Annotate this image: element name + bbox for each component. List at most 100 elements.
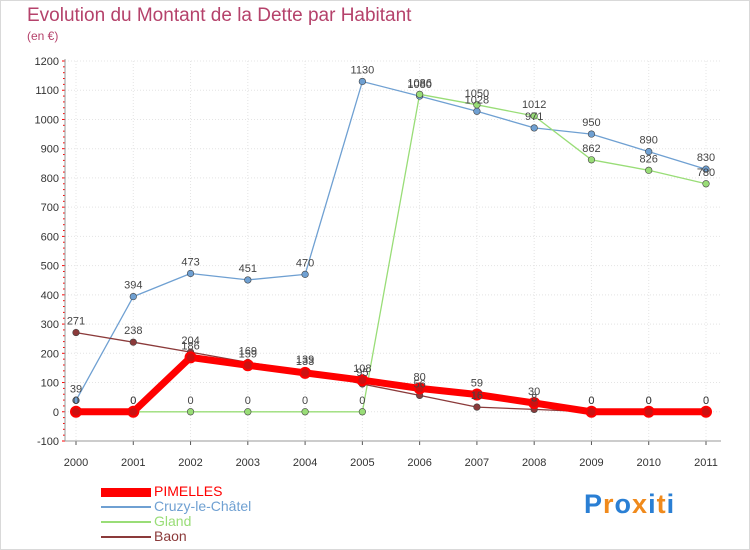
y-tick-label: 800 xyxy=(41,173,59,185)
data-label: 826 xyxy=(640,153,658,165)
data-point xyxy=(645,166,653,174)
data-label: 862 xyxy=(582,143,600,155)
y-tick-label: 200 xyxy=(41,348,59,360)
y-tick-label: 900 xyxy=(41,144,59,156)
data-point xyxy=(416,90,424,98)
data-label: 950 xyxy=(582,117,600,129)
data-point xyxy=(473,107,481,115)
chart-title: Evolution du Montant de la Dette par Hab… xyxy=(27,5,412,26)
data-point xyxy=(645,148,653,156)
data-label: 238 xyxy=(124,325,142,337)
x-tick-label: 2005 xyxy=(350,457,374,469)
x-tick-label: 2002 xyxy=(178,457,202,469)
data-point xyxy=(700,405,712,418)
logo-letter: r xyxy=(603,489,615,519)
x-tick-label: 2006 xyxy=(407,457,431,469)
data-point xyxy=(587,130,596,138)
y-tick-label: 0 xyxy=(53,407,59,419)
data-label: 0 xyxy=(130,395,136,407)
data-label: 133 xyxy=(296,356,314,368)
x-tick-label: 2004 xyxy=(293,457,317,469)
x-tick-label: 2001 xyxy=(121,457,145,469)
data-label: 1050 xyxy=(465,88,489,100)
data-point xyxy=(473,101,481,109)
data-label: 394 xyxy=(124,280,142,292)
data-point xyxy=(301,408,309,416)
y-tick-label: 300 xyxy=(41,319,59,331)
data-label: 80 xyxy=(414,371,426,383)
y-tick-label: 1000 xyxy=(35,114,59,126)
data-label: 1130 xyxy=(351,64,375,76)
data-point xyxy=(702,165,710,173)
data-point xyxy=(70,405,82,418)
x-tick-label: 2011 xyxy=(694,457,718,469)
data-point xyxy=(642,405,655,418)
data-point xyxy=(356,374,369,387)
data-point xyxy=(413,382,426,395)
x-tick-label: 2008 xyxy=(522,457,546,469)
data-point xyxy=(244,276,252,284)
series-line-0 xyxy=(76,353,706,416)
legend-label: Cruzy-le-Châtel xyxy=(154,498,252,514)
y-tick-label: 100 xyxy=(41,378,59,390)
data-label: 1086 xyxy=(407,77,431,89)
x-tick-label: 2010 xyxy=(636,457,660,469)
data-label: 139 xyxy=(296,354,314,366)
legend-swatch xyxy=(101,536,151,538)
data-point xyxy=(358,408,366,416)
logo-letter: o xyxy=(614,489,633,519)
data-label: 0 xyxy=(130,395,136,407)
data-label: 0 xyxy=(588,395,594,407)
data-label: 830 xyxy=(697,152,715,164)
data-label: 204 xyxy=(181,335,199,347)
data-point xyxy=(530,112,538,120)
data-label: 39 xyxy=(70,383,82,395)
x-tick-label: 2000 xyxy=(64,457,88,469)
data-point xyxy=(129,293,137,301)
y-tick-label: 1200 xyxy=(35,56,59,68)
logo-letter: x xyxy=(632,489,649,519)
data-label: 0 xyxy=(359,395,365,407)
data-label: 56 xyxy=(414,378,426,390)
data-label: 473 xyxy=(181,257,199,269)
data-label: 0 xyxy=(703,395,709,407)
data-label: 108 xyxy=(353,363,371,375)
data-point xyxy=(72,328,80,337)
x-tick-label: 2007 xyxy=(465,457,489,469)
data-label: 169 xyxy=(239,345,257,357)
data-label: 59 xyxy=(471,378,483,390)
x-tick-label: 2003 xyxy=(236,457,260,469)
data-point xyxy=(470,388,483,401)
data-point xyxy=(702,180,710,188)
logo-letter: P xyxy=(584,489,604,519)
series-line-2 xyxy=(76,93,707,413)
data-point xyxy=(358,77,366,86)
y-tick-label: -100 xyxy=(37,436,59,448)
y-tick-label: 400 xyxy=(41,290,59,302)
data-label: 1012 xyxy=(522,99,546,111)
data-point xyxy=(129,338,137,346)
data-label: 95 xyxy=(356,367,368,379)
proxiti-logo: Proxiti xyxy=(584,489,675,520)
chart-subtitle: (en €) xyxy=(27,29,59,43)
data-point xyxy=(186,269,195,278)
data-label: 30 xyxy=(528,386,540,398)
data-label: 0 xyxy=(646,395,652,407)
data-label: 0 xyxy=(187,395,193,407)
data-point xyxy=(585,405,598,418)
data-label: 0 xyxy=(73,395,79,407)
legend-swatch xyxy=(101,487,151,497)
data-label: 1080 xyxy=(407,79,431,91)
logo-letter: i xyxy=(666,489,676,519)
data-point xyxy=(301,270,309,278)
y-tick-label: 600 xyxy=(41,231,59,243)
data-point xyxy=(184,351,197,364)
data-label: 186 xyxy=(181,340,199,352)
data-label: 8 xyxy=(531,392,537,404)
data-label: 0 xyxy=(73,395,79,407)
series-line-1 xyxy=(75,80,707,401)
legend-swatch xyxy=(101,506,151,508)
axes: -100010020030040050060070080090010001100… xyxy=(35,56,721,469)
